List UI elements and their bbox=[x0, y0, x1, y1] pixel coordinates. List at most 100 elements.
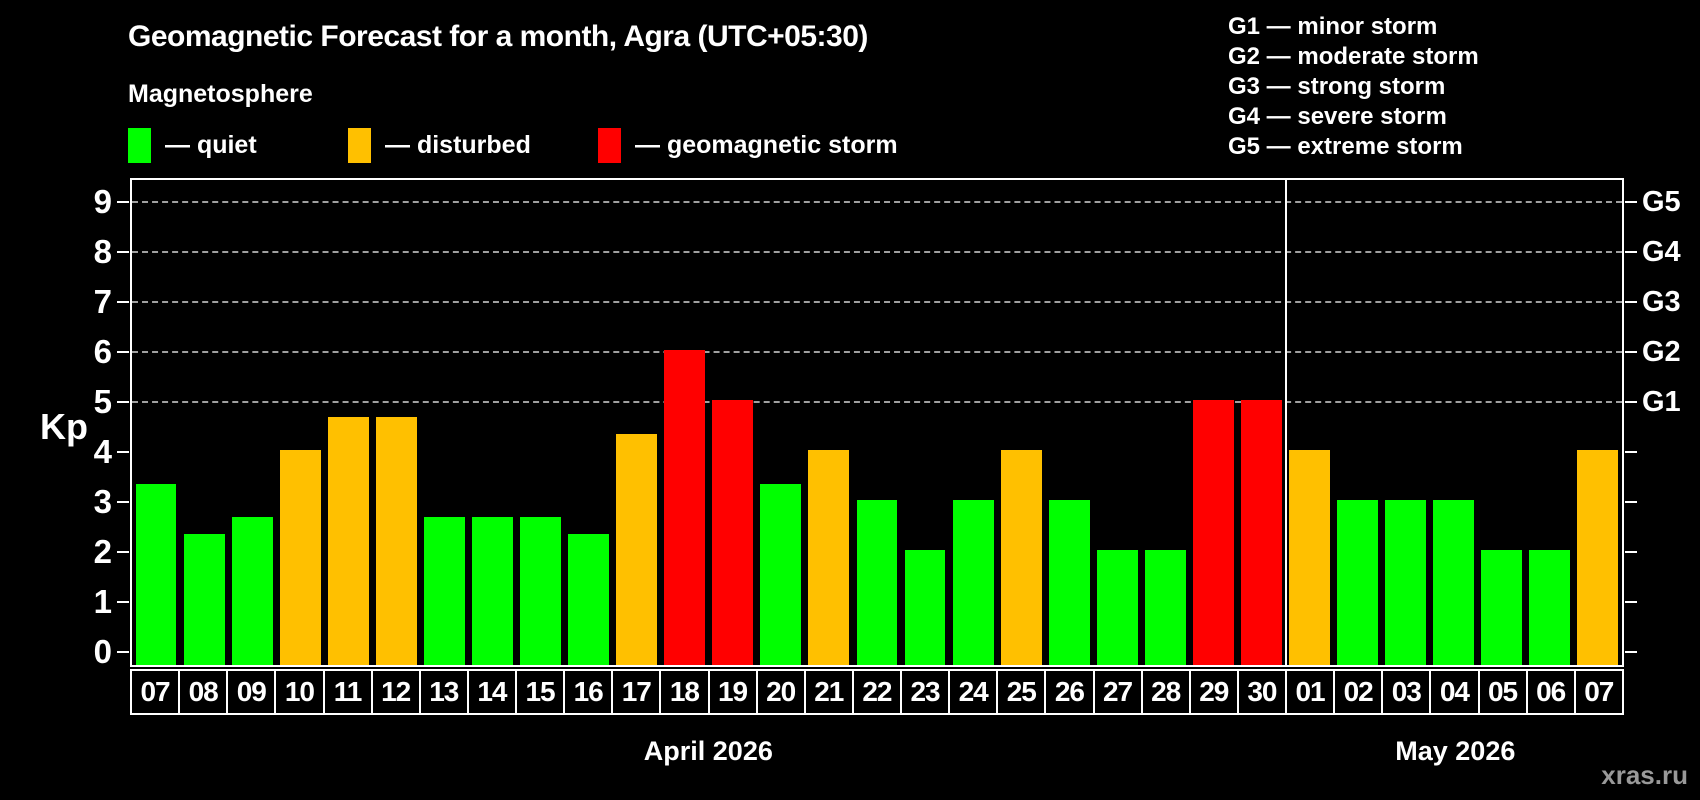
kp-bar-day-13 bbox=[423, 516, 465, 665]
day-label-cell: 19 bbox=[707, 669, 758, 715]
y-tick-left bbox=[117, 551, 129, 553]
bar-slot bbox=[372, 180, 420, 665]
bar-slot bbox=[324, 180, 372, 665]
kp-bar-day-28 bbox=[1144, 550, 1186, 665]
day-label-cell: 05 bbox=[1477, 669, 1528, 715]
bar-slot bbox=[228, 180, 276, 665]
day-label-cell: 07 bbox=[1573, 669, 1624, 715]
watermark: xras.ru bbox=[1601, 760, 1688, 790]
y-tick-left bbox=[117, 201, 129, 203]
day-label-cell: 28 bbox=[1140, 669, 1191, 715]
kp-bar-day-20 bbox=[760, 483, 802, 665]
y-tick-label: 2 bbox=[93, 533, 112, 570]
bar-slot bbox=[853, 180, 901, 665]
kp-bar-day-09 bbox=[231, 516, 273, 665]
day-label-cell: 03 bbox=[1381, 669, 1432, 715]
legend-item-label: — disturbed bbox=[385, 130, 531, 159]
bar-slot bbox=[1237, 180, 1285, 665]
y-tick-label: 1 bbox=[93, 583, 112, 620]
bar-slot bbox=[132, 180, 180, 665]
bar-slot bbox=[757, 180, 805, 665]
bar-slot bbox=[1045, 180, 1093, 665]
day-label-cell: 16 bbox=[563, 669, 614, 715]
kp-state-legend: — quiet — disturbed — geomagnetic storm bbox=[128, 126, 898, 164]
y-tick-label: 6 bbox=[93, 333, 112, 370]
kp-bar-day-27 bbox=[1096, 550, 1138, 665]
storm-scale-line: G1 — minor storm bbox=[1228, 13, 1438, 40]
y-tick-right bbox=[1625, 501, 1637, 503]
month-separator bbox=[1284, 180, 1287, 665]
month-label: May 2026 bbox=[1395, 736, 1516, 766]
day-label-cell: 24 bbox=[948, 669, 999, 715]
storm-scale-legend: G1 — minor storm G2 — moderate storm G3 … bbox=[1228, 12, 1479, 162]
g-scale-label-G4: G4 bbox=[1642, 236, 1681, 268]
bar-slot bbox=[517, 180, 565, 665]
y-tick-label: 0 bbox=[93, 633, 112, 670]
y-tick-right bbox=[1625, 651, 1637, 653]
month-label: April 2026 bbox=[643, 736, 773, 766]
y-tick-right bbox=[1625, 401, 1637, 403]
legend-item-quiet: — quiet bbox=[128, 127, 348, 163]
kp-bar-day-07 bbox=[1577, 450, 1619, 665]
day-label-cell: 04 bbox=[1429, 669, 1480, 715]
bar-slot bbox=[276, 180, 324, 665]
kp-bar-day-12 bbox=[375, 416, 417, 665]
day-label-cell: 22 bbox=[851, 669, 902, 715]
day-label-cell: 17 bbox=[611, 669, 662, 715]
day-label-cell: 07 bbox=[130, 669, 181, 715]
kp-bar-day-19 bbox=[712, 400, 754, 665]
day-label-cell: 14 bbox=[466, 669, 517, 715]
kp-bar-day-15 bbox=[520, 516, 561, 665]
day-label-cell: 20 bbox=[755, 669, 806, 715]
bar-slot bbox=[949, 180, 997, 665]
kp-bar-day-06 bbox=[1529, 550, 1571, 665]
y-tick-label: 7 bbox=[93, 283, 112, 320]
g-scale-label-G3: G3 bbox=[1642, 286, 1681, 318]
month-labels: April 2026 May 2026 bbox=[130, 736, 1624, 767]
bar-slot bbox=[565, 180, 613, 665]
bar-slot bbox=[1141, 180, 1189, 665]
kp-bar-day-21 bbox=[808, 450, 850, 665]
day-label-cell: 26 bbox=[1044, 669, 1095, 715]
kp-bar-day-29 bbox=[1192, 400, 1234, 665]
bar-slot bbox=[1574, 180, 1622, 665]
bar-slot bbox=[1526, 180, 1574, 665]
bar-slot bbox=[661, 180, 709, 665]
y-tick-label: 9 bbox=[93, 183, 112, 220]
day-label-cell: 09 bbox=[226, 669, 277, 715]
kp-bar-day-08 bbox=[183, 533, 225, 665]
chart-title: Geomagnetic Forecast for a month, Agra (… bbox=[128, 20, 868, 53]
bar-slot bbox=[901, 180, 949, 665]
day-label-cell: 11 bbox=[322, 669, 373, 715]
bar-slot bbox=[1189, 180, 1237, 665]
bar-slot bbox=[420, 180, 468, 665]
y-tick-left bbox=[117, 251, 129, 253]
legend-item-label: — quiet bbox=[165, 130, 257, 159]
gridline-kp7 bbox=[132, 301, 1622, 303]
day-label-cell: 10 bbox=[274, 669, 325, 715]
day-label-cell: 30 bbox=[1236, 669, 1287, 715]
y-tick-right bbox=[1625, 351, 1637, 353]
kp-bar-day-03 bbox=[1385, 500, 1427, 665]
kp-bar-day-17 bbox=[616, 433, 658, 665]
g-scale-label-G2: G2 bbox=[1642, 336, 1681, 368]
y-tick-label: 5 bbox=[93, 383, 112, 420]
day-label-cell: 15 bbox=[515, 669, 566, 715]
day-label-cell: 02 bbox=[1333, 669, 1384, 715]
day-label-cell: 06 bbox=[1525, 669, 1576, 715]
plot-area bbox=[130, 178, 1624, 667]
kp-bar-day-07 bbox=[135, 483, 177, 665]
bar-slot bbox=[1478, 180, 1526, 665]
y-axis-title: Kp bbox=[40, 406, 88, 447]
y-tick-right bbox=[1625, 251, 1637, 253]
day-label-cell: 23 bbox=[900, 669, 951, 715]
day-label-cell: 21 bbox=[803, 669, 854, 715]
kp-bar-day-01 bbox=[1289, 450, 1330, 665]
y-tick-label: 3 bbox=[93, 483, 112, 520]
gridline-kp6 bbox=[132, 351, 1622, 353]
bar-slot bbox=[1286, 180, 1334, 665]
bar-slot bbox=[1334, 180, 1382, 665]
y-tick-left bbox=[117, 351, 129, 353]
bar-slot bbox=[1093, 180, 1141, 665]
day-label-cell: 08 bbox=[178, 669, 229, 715]
